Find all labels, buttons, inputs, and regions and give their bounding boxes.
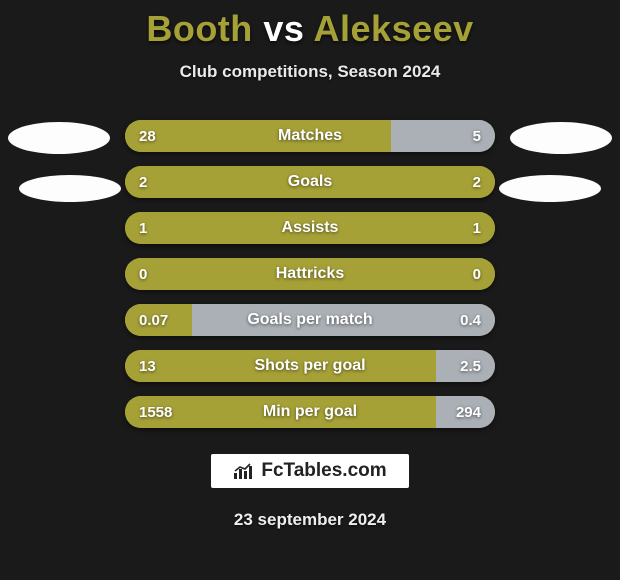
stat-row: 00Hattricks	[125, 258, 495, 290]
stat-value-right: 1	[473, 212, 481, 244]
stat-bar-right	[310, 166, 495, 198]
stat-value-right: 294	[456, 396, 481, 428]
subtitle: Club competitions, Season 2024	[180, 62, 441, 82]
stat-row: 285Matches	[125, 120, 495, 152]
player-2-name: Alekseev	[314, 8, 474, 49]
stat-value-left: 1558	[139, 396, 172, 428]
brand-badge: FcTables.com	[211, 454, 408, 488]
stat-value-right: 2.5	[460, 350, 481, 382]
stat-bar-right	[192, 304, 495, 336]
stat-value-left: 1	[139, 212, 147, 244]
player-2-photo-placeholder	[510, 122, 612, 154]
date-text: 23 september 2024	[234, 510, 386, 530]
stat-bar-left	[125, 350, 436, 382]
stat-value-right: 0	[473, 258, 481, 290]
stat-row: 132.5Shots per goal	[125, 350, 495, 382]
stat-bar-left	[125, 166, 310, 198]
comparison-title: Booth vs Alekseev	[146, 8, 473, 50]
stat-value-right: 2	[473, 166, 481, 198]
stats-rows: 285Matches22Goals11Assists00Hattricks0.0…	[125, 120, 495, 428]
stat-bar-left	[125, 212, 310, 244]
stat-row: 22Goals	[125, 166, 495, 198]
chart-icon	[233, 462, 255, 480]
vs-separator: vs	[263, 8, 304, 49]
stat-value-left: 13	[139, 350, 156, 382]
team-1-logo-placeholder	[19, 175, 121, 202]
stat-value-left: 0	[139, 258, 147, 290]
stat-value-left: 2	[139, 166, 147, 198]
stat-value-left: 28	[139, 120, 156, 152]
stat-bar-right	[310, 258, 495, 290]
stat-bar-left	[125, 120, 391, 152]
stat-row: 0.070.4Goals per match	[125, 304, 495, 336]
stat-bar-right	[310, 212, 495, 244]
team-2-logo-placeholder	[499, 175, 601, 202]
brand-text: FcTables.com	[261, 460, 386, 482]
stat-value-left: 0.07	[139, 304, 168, 336]
stat-row: 11Assists	[125, 212, 495, 244]
stat-bar-left	[125, 258, 310, 290]
player-1-photo-placeholder	[8, 122, 110, 154]
stat-value-right: 5	[473, 120, 481, 152]
player-1-name: Booth	[146, 8, 252, 49]
stat-row: 1558294Min per goal	[125, 396, 495, 428]
stat-value-right: 0.4	[460, 304, 481, 336]
